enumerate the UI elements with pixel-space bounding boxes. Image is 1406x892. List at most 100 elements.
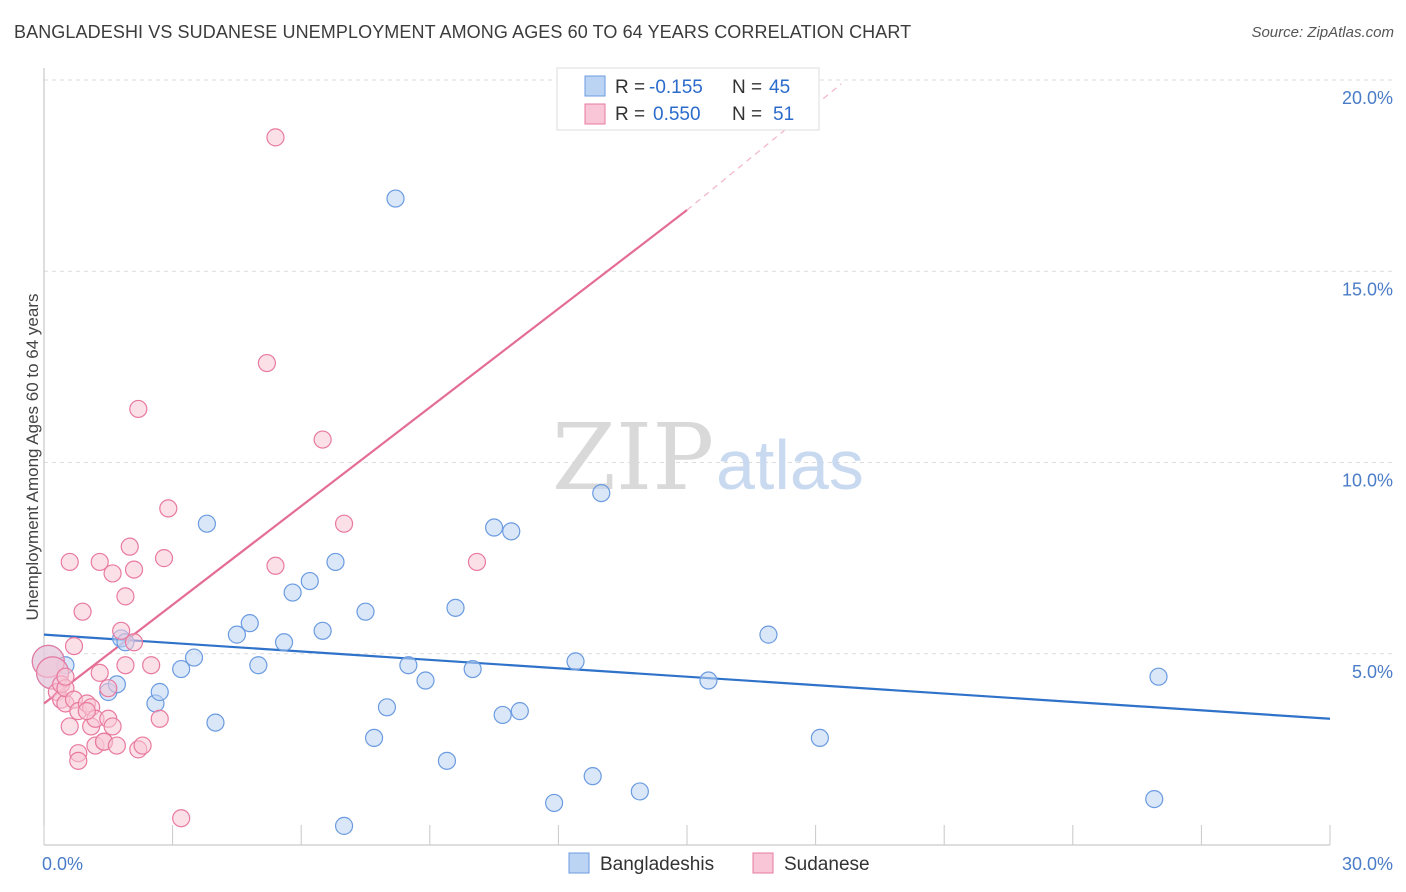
point-sudanese: [112, 621, 131, 640]
source-label: Source: ZipAtlas.com: [1251, 24, 1394, 41]
point-sudanese: [107, 736, 126, 755]
legend-n-value-bangladeshis: 45: [769, 77, 790, 98]
point-bangladeshis: [1149, 667, 1168, 686]
point-bangladeshis: [364, 728, 384, 748]
point-sudanese: [133, 736, 152, 755]
point-bangladeshis: [283, 583, 302, 602]
trend-line-bangladeshis: [43, 633, 1331, 720]
trend-line-sudanese: [43, 209, 688, 705]
point-bangladeshis: [150, 682, 169, 702]
point-sudanese: [159, 499, 178, 518]
y-tick-label: 10.0%: [1342, 471, 1393, 491]
point-sudanese: [69, 751, 88, 770]
data-points: [31, 128, 1168, 835]
legend-r-label: R =: [615, 77, 645, 98]
y-axis-label: Unemployment Among Ages 60 to 64 years: [23, 294, 42, 621]
point-sudanese: [103, 564, 122, 583]
point-bangladeshis: [699, 671, 718, 690]
point-bangladeshis: [386, 189, 405, 208]
point-sudanese: [99, 679, 118, 698]
point-bangladeshis: [1145, 789, 1164, 809]
point-bangladeshis: [437, 751, 457, 770]
point-sudanese: [334, 514, 354, 533]
point-bangladeshis: [545, 793, 564, 813]
x-tick-labels: 0.0% 30.0%: [42, 854, 1393, 874]
point-bangladeshis: [227, 625, 246, 644]
point-sudanese: [120, 537, 139, 556]
trend-lines: [43, 83, 1331, 720]
point-sudanese: [90, 663, 109, 682]
point-bangladeshis: [630, 782, 649, 801]
axes: [43, 68, 1331, 846]
point-sudanese: [142, 656, 161, 675]
watermark-atlas: atlas: [716, 426, 864, 504]
point-sudanese: [266, 128, 285, 147]
point-bangladeshis: [502, 522, 521, 541]
point-sudanese: [129, 399, 148, 419]
legend-r-value-bangladeshis: -0.155: [649, 77, 703, 98]
point-bangladeshis: [463, 659, 482, 679]
point-sudanese: [90, 552, 109, 572]
point-sudanese: [103, 717, 122, 736]
y-tick-label: 5.0%: [1352, 662, 1393, 682]
point-bangladeshis: [485, 518, 504, 537]
point-sudanese: [313, 430, 332, 449]
point-bangladeshis: [493, 705, 512, 725]
point-bangladeshis: [334, 816, 354, 835]
point-sudanese: [60, 717, 79, 736]
point-bangladeshis: [592, 484, 611, 503]
legend-n-label: N =: [732, 104, 762, 125]
point-sudanese: [124, 560, 144, 579]
point-bangladeshis: [206, 713, 225, 732]
series-legend: Bangladeshis Sudanese: [568, 852, 870, 875]
point-sudanese: [266, 556, 285, 575]
point-bangladeshis: [249, 656, 268, 675]
point-bangladeshis: [172, 659, 191, 679]
point-bangladeshis: [583, 767, 602, 786]
legend-r-value-sudanese: 0.550: [653, 104, 701, 125]
point-sudanese: [116, 587, 135, 606]
legend-n-label: N =: [732, 77, 762, 98]
correlation-legend: R = -0.155 N = 45 R = 0.550 N = 51: [556, 67, 820, 131]
point-sudanese: [150, 709, 169, 728]
y-tick-labels: 5.0% 10.0% 15.0% 20.0%: [1342, 88, 1393, 682]
point-bangladeshis: [416, 671, 435, 690]
point-bangladeshis: [377, 698, 397, 717]
point-sudanese: [257, 353, 277, 373]
point-sudanese: [172, 809, 191, 828]
point-sudanese: [77, 702, 96, 721]
point-bangladeshis: [326, 552, 345, 572]
point-sudanese: [124, 633, 144, 652]
x-tick-label: 30.0%: [1342, 854, 1393, 874]
y-tick-label: 15.0%: [1342, 279, 1393, 299]
gridlines: [44, 79, 1395, 655]
legend-r-label: R =: [615, 104, 645, 125]
point-bangladeshis: [446, 598, 465, 617]
y-tick-label: 20.0%: [1342, 88, 1393, 108]
bottom-legend-swatch-sudanese: [752, 852, 774, 874]
point-sudanese: [56, 667, 75, 686]
point-bangladeshis: [197, 514, 216, 533]
chart-title: BANGLADESHI VS SUDANESE UNEMPLOYMENT AMO…: [14, 22, 912, 42]
watermark-zip: ZIP: [552, 404, 714, 511]
point-bangladeshis: [399, 656, 418, 675]
legend-n-value-sudanese: 51: [773, 104, 794, 125]
point-sudanese: [64, 636, 84, 656]
point-bangladeshis: [274, 633, 294, 652]
bottom-legend-swatch-bangladeshis: [568, 852, 590, 874]
point-bangladeshis: [240, 614, 259, 633]
point-bangladeshis: [356, 602, 375, 621]
point-sudanese: [467, 552, 487, 572]
point-bangladeshis: [566, 652, 585, 671]
x-tick-label: 0.0%: [42, 854, 83, 874]
point-bangladeshis: [300, 571, 319, 591]
point-bangladeshis: [184, 648, 204, 667]
legend-swatch-bangladeshis: [584, 75, 606, 97]
point-bangladeshis: [313, 621, 332, 640]
legend-swatch-sudanese: [584, 103, 606, 125]
point-sudanese: [73, 602, 92, 621]
point-sudanese: [60, 552, 79, 572]
point-bangladeshis: [810, 728, 829, 748]
point-bangladeshis: [510, 702, 529, 721]
